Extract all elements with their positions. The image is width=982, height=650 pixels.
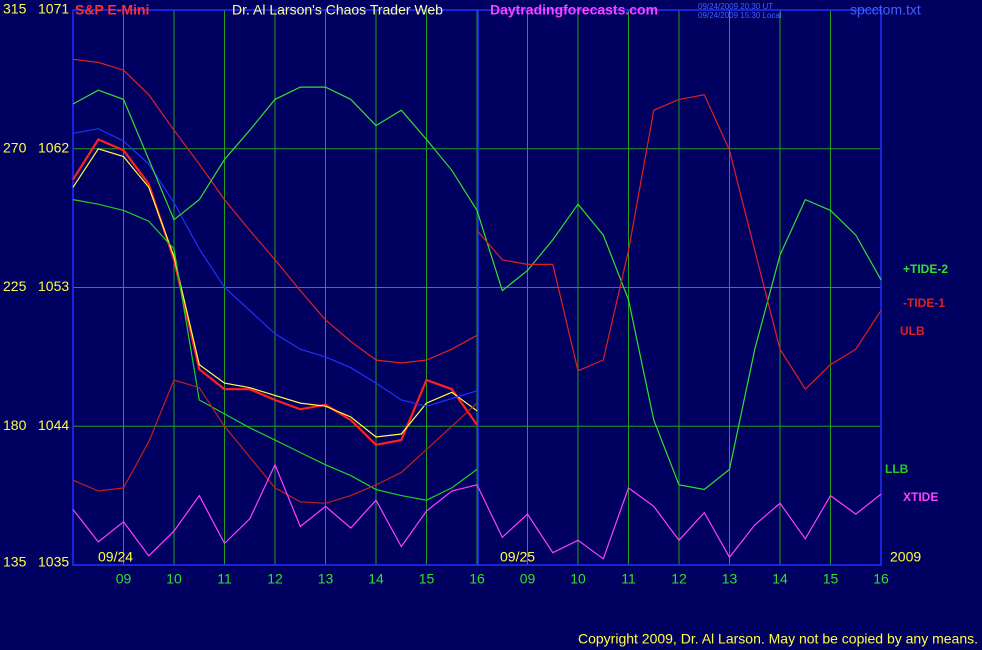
y2-tick-label: 180 — [3, 417, 27, 433]
series-line — [72, 86, 882, 491]
y-tick-label: 1035 — [38, 554, 69, 570]
x-tick-label: 15 — [823, 571, 839, 587]
legend-label: LLB — [885, 462, 909, 476]
x-tick-label: 09 — [520, 571, 536, 587]
lines — [72, 58, 882, 560]
series-line — [72, 379, 478, 504]
timestamp: 09/24/2009 15:30 Local — [698, 11, 782, 20]
x-tick-label: 12 — [267, 571, 283, 587]
x-tick-label: 09 — [116, 571, 132, 587]
legend-label: ULB — [900, 324, 925, 338]
x-tick-label: 10 — [166, 571, 182, 587]
x-tick-label: 13 — [318, 571, 334, 587]
series-line — [476, 94, 882, 391]
site: Daytradingforecasts.com — [490, 2, 658, 18]
legend-label: -TIDE-1 — [903, 296, 945, 310]
series-line — [72, 138, 478, 446]
legend-label: +TIDE-2 — [903, 262, 948, 276]
x-tick-label: 16 — [469, 571, 485, 587]
series-line — [72, 463, 882, 560]
timestamp: 09/24/2009 20:30 UT — [698, 2, 773, 11]
copyright: Copyright 2009, Dr. Al Larson. May not b… — [578, 631, 978, 647]
y-tick-label: 1044 — [38, 417, 69, 433]
x-tick-label: 11 — [217, 571, 232, 587]
plot-frame — [72, 9, 882, 566]
date-label: 09/25 — [500, 549, 535, 565]
x-tick-label: 13 — [722, 571, 738, 587]
x-tick-label: 10 — [570, 571, 586, 587]
chart-title: Dr. Al Larson's Chaos Trader Web — [232, 2, 443, 18]
x-tick-label: 15 — [419, 571, 435, 587]
y-tick-label: 1062 — [38, 139, 69, 155]
y-tick-label: 1071 — [38, 1, 69, 17]
x-tick-label: 14 — [772, 571, 788, 587]
y2-tick-label: 270 — [3, 139, 27, 155]
x-tick-label: 14 — [368, 571, 384, 587]
y2-tick-label: 135 — [3, 554, 27, 570]
x-tick-label: 11 — [621, 571, 636, 587]
legend-label: XTIDE — [903, 490, 938, 504]
series-line — [72, 58, 478, 364]
year-label: 2009 — [890, 549, 921, 565]
y-tick-label: 1053 — [38, 278, 69, 294]
y2-tick-label: 315 — [3, 1, 27, 17]
x-tick-label: 16 — [873, 571, 889, 587]
date-label: 09/24 — [98, 549, 133, 565]
series-line — [72, 199, 478, 501]
y2-tick-label: 225 — [3, 278, 27, 294]
series-line — [72, 128, 478, 407]
file-name: spcctom.txt — [850, 2, 921, 18]
x-tick-label: 12 — [671, 571, 687, 587]
series-line — [72, 148, 478, 438]
instrument: S&P E-Mini — [75, 2, 149, 18]
